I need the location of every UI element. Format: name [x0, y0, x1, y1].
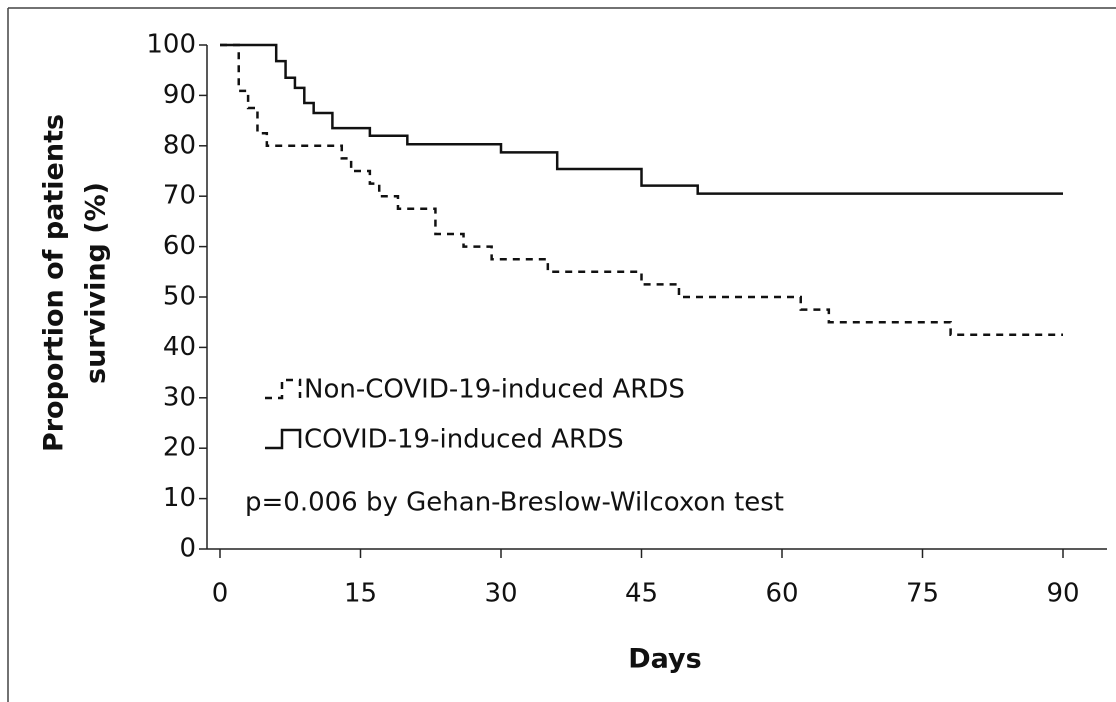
survival-line — [220, 43, 1063, 195]
x-tick-label: 60 — [765, 579, 798, 609]
y-tick-label: 90 — [163, 80, 196, 110]
y-axis-label: surviving (%) — [81, 182, 112, 384]
x-tick-label: 90 — [1046, 579, 1079, 609]
survival-line — [220, 43, 1063, 337]
legend-label: Non-COVID-19-induced ARDS — [304, 375, 685, 405]
x-axis-label: Days — [628, 644, 701, 675]
annotation: p=0.006 by Gehan-Breslow-Wilcoxon test — [245, 488, 784, 518]
y-tick-label: 0 — [179, 534, 196, 564]
y-tick-label: 80 — [163, 130, 196, 160]
legend-label: COVID-19-induced ARDS — [304, 425, 624, 455]
x-tick-label: 45 — [625, 579, 658, 609]
legend-symbol — [265, 428, 302, 450]
y-tick-label: 70 — [163, 181, 196, 211]
x-tick-label: 30 — [484, 579, 517, 609]
legend-symbol — [265, 378, 302, 400]
y-tick-label: 40 — [163, 332, 196, 362]
y-tick-label: 100 — [146, 30, 196, 60]
x-tick-label: 75 — [906, 579, 939, 609]
y-tick-label: 10 — [163, 483, 196, 513]
y-tick-label: 50 — [163, 282, 196, 312]
y-axis-label: Proportion of patients — [39, 114, 70, 452]
y-tick-label: 30 — [163, 382, 196, 412]
x-tick-label: 15 — [344, 579, 377, 609]
y-tick-label: 60 — [163, 231, 196, 261]
y-tick-label: 20 — [163, 433, 196, 463]
x-tick-label: 0 — [212, 579, 229, 609]
